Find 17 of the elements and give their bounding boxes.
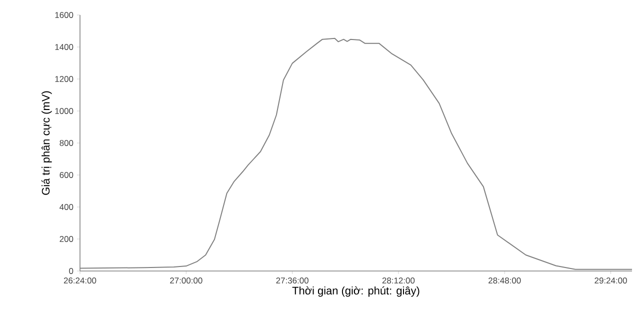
x-axis-title: Thời gian (giờ: phút: giây) [292,286,420,297]
y-tick-label: 1000 [55,108,74,114]
x-tick-label: 29:24:00 [594,278,627,284]
y-tick-label: 1200 [55,76,74,82]
y-tick-label: 400 [60,204,74,210]
y-tick-label: 0 [69,268,74,274]
x-tick-label: 26:24:00 [64,278,96,284]
y-tick-label: 800 [60,140,74,146]
y-axis-title: Giá trị phân cực (mV) [41,91,52,195]
x-tick-label: 27:36:00 [276,278,308,284]
x-tick-label: 28:48:00 [488,278,521,284]
y-tick-label: 1400 [55,44,74,50]
y-tick-label: 200 [60,236,74,242]
x-tick-label: 27:00:00 [170,278,202,284]
y-tick-label: 600 [60,172,74,178]
y-tick-label: 1600 [55,12,74,18]
x-tick-label: 28:12:00 [382,278,415,284]
